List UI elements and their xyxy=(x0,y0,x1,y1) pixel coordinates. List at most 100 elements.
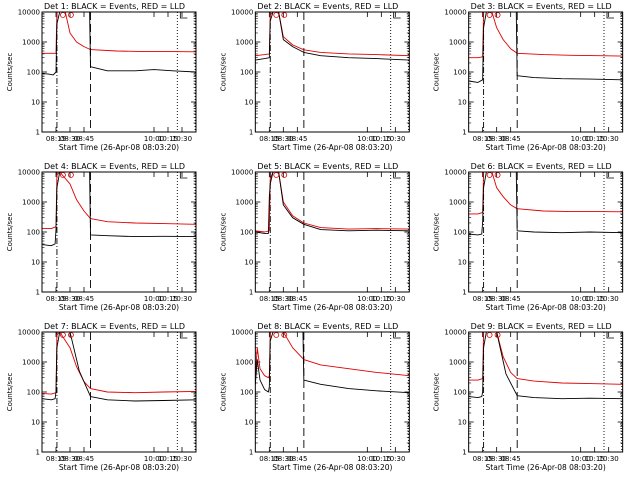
saturation-loop xyxy=(486,172,493,178)
x-tick-label: 08:30 xyxy=(273,135,293,143)
plot-frame xyxy=(41,331,197,453)
x-tick-label: 08:15 xyxy=(259,135,279,143)
series-line-events xyxy=(468,12,623,83)
detector-panel-2: Det 2: BLACK = Events, RED = LLD 1 10 100 10… xyxy=(219,2,410,152)
series-group xyxy=(42,12,196,76)
bracket-glyph xyxy=(606,172,614,179)
x-tick-label: 08:30 xyxy=(487,295,507,303)
x-tick-label: 10:30 xyxy=(599,455,619,463)
x-tick-label: 08:30 xyxy=(487,455,507,463)
series-line-events xyxy=(255,332,410,394)
series-line-events xyxy=(42,332,196,402)
x-tick-label: 08:45 xyxy=(287,295,307,303)
saturation-loop xyxy=(494,172,501,178)
x-axis-label: Start Time (26-Apr-08 08:03:20) xyxy=(272,143,392,152)
y-tick-label: 1 xyxy=(462,129,466,137)
saturation-loop xyxy=(60,12,66,18)
detector-panel-9: Det 9: BLACK = Events, RED = LLD 1 10 100 10… xyxy=(433,322,624,472)
y-tick-label: 1000 xyxy=(449,199,467,207)
y-tick-label: 100 xyxy=(27,69,40,77)
x-tick-label: 10:15 xyxy=(585,135,605,143)
plot-frame xyxy=(254,11,410,133)
y-tick-label: 10000 xyxy=(444,329,466,337)
y-tick-label: 100 xyxy=(240,229,253,237)
x-axis-label: Start Time (26-Apr-08 08:03:20) xyxy=(272,463,392,472)
detector-panel-3: Det 3: BLACK = Events, RED = LLD 1 10 100 10… xyxy=(433,2,624,152)
saturation-loop xyxy=(68,12,74,18)
x-tick-label: 10:00 xyxy=(357,135,377,143)
series-group xyxy=(468,332,623,400)
x-axis-label: Start Time (26-Apr-08 08:03:20) xyxy=(59,303,179,312)
series-line-lld xyxy=(468,12,623,59)
series-group xyxy=(255,12,410,61)
series-line-lld xyxy=(255,12,410,57)
x-tick-label: 10:30 xyxy=(385,295,405,303)
x-tick-label: 10:00 xyxy=(571,135,591,143)
panel-title: Det 3: BLACK = Events, RED = LLD xyxy=(471,2,612,11)
x-tick-label: 10:00 xyxy=(357,455,377,463)
panel-title: Det 2: BLACK = Events, RED = LLD xyxy=(257,2,398,11)
x-tick-label: 10:00 xyxy=(571,295,591,303)
x-tick-label: 10:15 xyxy=(585,455,605,463)
y-tick-label: 1 xyxy=(249,129,253,137)
x-axis-label: Start Time (26-Apr-08 08:03:20) xyxy=(272,303,392,312)
x-tick-label: 10:00 xyxy=(144,135,164,143)
detector-panel-4: Det 4: BLACK = Events, RED = LLD 1 10 100 10… xyxy=(6,162,197,312)
series-line-events xyxy=(468,332,623,400)
y-tick-label: 1000 xyxy=(236,39,254,47)
x-tick-label: 08:45 xyxy=(501,295,521,303)
panel-title: Det 4: BLACK = Events, RED = LLD xyxy=(44,162,185,171)
series-line-events xyxy=(42,12,196,76)
saturation-loop xyxy=(281,12,288,18)
series-line-lld xyxy=(255,332,410,379)
y-tick-label: 10 xyxy=(31,419,40,427)
series-group xyxy=(255,172,410,234)
series-line-lld xyxy=(42,332,196,395)
y-axis-label: Counts/sec xyxy=(6,53,14,92)
y-tick-label: 10000 xyxy=(231,169,253,177)
x-tick-label: 08:45 xyxy=(74,135,94,143)
x-axis-label: Start Time (26-Apr-08 08:03:20) xyxy=(59,143,179,152)
x-tick-label: 08:15 xyxy=(46,455,66,463)
x-axis-label: Start Time (26-Apr-08 08:03:20) xyxy=(59,463,179,472)
saturation-loop xyxy=(486,332,493,338)
series-group xyxy=(42,332,196,402)
x-tick-label: 10:30 xyxy=(599,135,619,143)
saturation-loop xyxy=(273,172,280,178)
x-tick-label: 08:30 xyxy=(273,295,293,303)
x-tick-label: 10:30 xyxy=(172,295,192,303)
y-tick-label: 10000 xyxy=(231,329,253,337)
y-axis-label: Counts/sec xyxy=(433,373,441,412)
x-tick-label: 08:15 xyxy=(46,135,66,143)
y-tick-label: 100 xyxy=(453,229,466,237)
y-tick-label: 10 xyxy=(458,99,467,107)
series-line-events xyxy=(42,172,196,247)
plot-frame xyxy=(41,171,197,293)
x-tick-label: 10:30 xyxy=(599,295,619,303)
y-tick-label: 10 xyxy=(458,259,467,267)
x-tick-label: 10:00 xyxy=(357,295,377,303)
y-tick-label: 10 xyxy=(244,419,253,427)
y-tick-label: 100 xyxy=(240,69,253,77)
panel-title: Det 5: BLACK = Events, RED = LLD xyxy=(257,162,398,171)
series-group xyxy=(468,12,623,83)
series-group xyxy=(42,172,196,247)
x-tick-label: 10:15 xyxy=(371,295,391,303)
series-group xyxy=(468,172,623,236)
y-tick-label: 1000 xyxy=(449,359,467,367)
y-tick-label: 100 xyxy=(27,229,40,237)
series-line-lld xyxy=(42,12,196,54)
bracket-glyph xyxy=(179,172,188,179)
y-axis-label: Counts/sec xyxy=(6,213,14,252)
x-tick-label: 08:30 xyxy=(273,455,293,463)
plot-frame xyxy=(468,171,624,293)
series-line-lld xyxy=(468,172,623,215)
bracket-glyph xyxy=(179,332,188,339)
y-axis-label: Counts/sec xyxy=(219,373,227,412)
x-tick-label: 08:45 xyxy=(287,135,307,143)
y-tick-label: 100 xyxy=(453,389,466,397)
bracket-glyph xyxy=(393,12,401,19)
bracket-glyph xyxy=(606,12,614,19)
x-tick-label: 08:45 xyxy=(501,455,521,463)
